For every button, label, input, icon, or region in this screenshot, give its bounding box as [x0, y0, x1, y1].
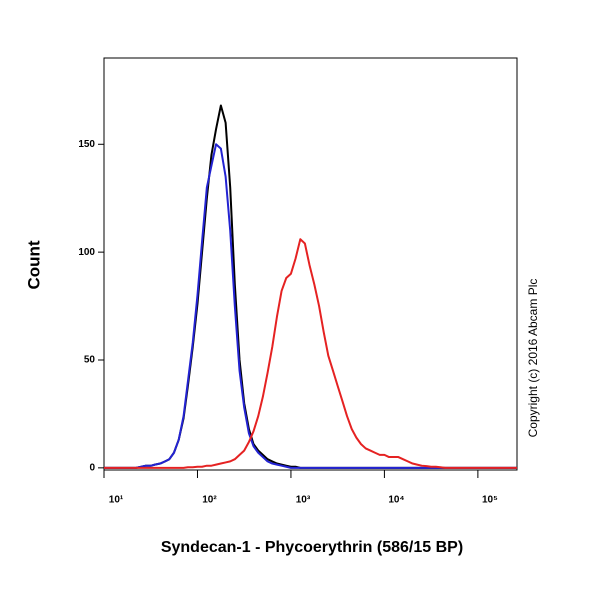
- histogram-line: [104, 238, 517, 469]
- x-axis-title: Syndecan-1 - Phycoerythrin (586/15 BP): [161, 539, 463, 556]
- histogram-line: [104, 104, 517, 469]
- y-tick-label: 150: [78, 139, 95, 150]
- histogram-line: [104, 143, 517, 469]
- copyright-annotation: Copyright (c) 2016 Abcam Plc: [526, 279, 540, 438]
- plot-frame: [103, 57, 518, 471]
- x-tick-label: 10³: [296, 495, 311, 506]
- y-tick-label: 0: [89, 462, 95, 473]
- y-tick-label: 50: [84, 355, 96, 366]
- y-axis-title: Count: [24, 240, 43, 289]
- x-tick-label: 10⁴: [388, 495, 404, 506]
- x-tick-label: 10¹: [109, 495, 124, 506]
- x-tick-label: 10²: [202, 495, 217, 506]
- x-tick-label: 10⁵: [482, 495, 498, 506]
- y-tick-label: 100: [78, 247, 95, 258]
